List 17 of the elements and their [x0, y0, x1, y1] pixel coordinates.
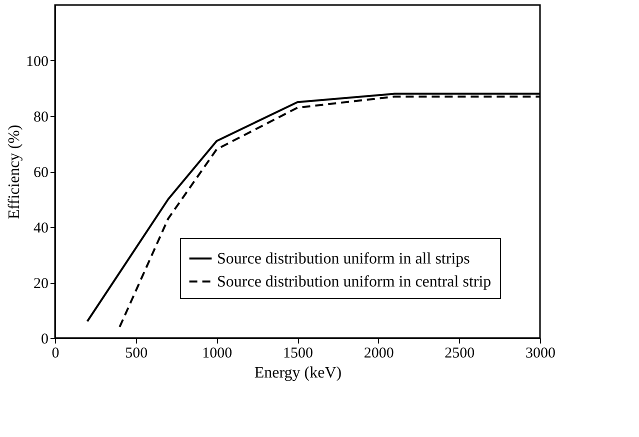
x-tick-label: 1000	[202, 346, 232, 362]
x-tick-label: 0	[52, 346, 60, 362]
x-tick-label: 500	[125, 346, 148, 362]
y-tick-label: 0	[41, 332, 48, 348]
legend-label: Source distribution uniform in central strip	[217, 274, 492, 290]
y-axis-title: Efficiency (%)	[6, 124, 23, 220]
y-tick-label: 60	[34, 165, 48, 181]
x-tick-label: 3000	[526, 346, 556, 362]
y-tick-label: 100	[26, 54, 48, 70]
y-tick-label: 40	[34, 220, 48, 236]
y-tick-label: 80	[34, 110, 48, 126]
x-axis-title: Energy (keV)	[254, 364, 342, 382]
legend-label: Source distribution uniform in all strips	[217, 250, 470, 268]
x-tick-label: 1500	[283, 346, 313, 362]
x-tick-label: 2500	[444, 346, 475, 362]
y-tick-label: 20	[34, 276, 48, 292]
x-tick-label: 2000	[364, 346, 394, 362]
